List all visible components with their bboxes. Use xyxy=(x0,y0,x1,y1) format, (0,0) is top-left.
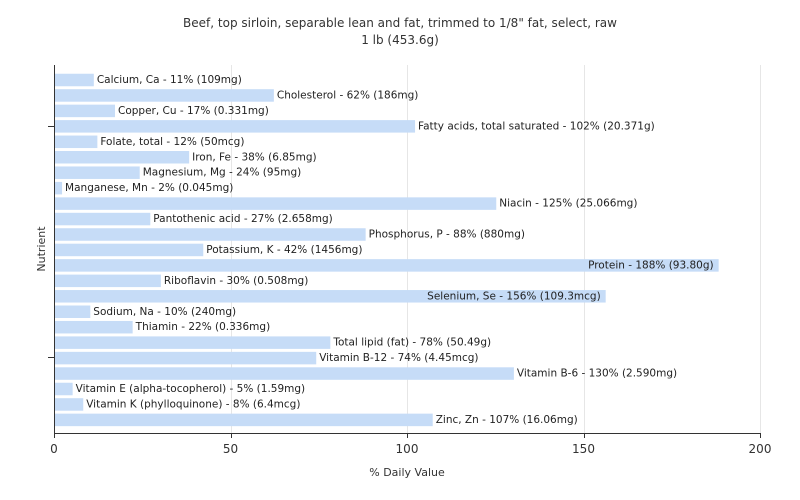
x-tick-label: 50 xyxy=(223,442,238,456)
bar xyxy=(55,151,190,164)
y-axis-title: Nutrient xyxy=(35,226,48,272)
x-tick-label: 0 xyxy=(50,442,58,456)
bar-data-label: Thiamin - 22% (0.336mg) xyxy=(135,321,271,333)
bar-data-label: Cholesterol - 62% (186mg) xyxy=(277,89,419,101)
bars xyxy=(55,73,719,427)
bar xyxy=(55,212,151,226)
y-axis-ticks xyxy=(48,126,54,358)
bar xyxy=(55,413,433,427)
bar-data-label: Manganese, Mn - 2% (0.045mg) xyxy=(65,182,233,194)
bar-data-label: Vitamin K (phylloquinone) - 8% (6.4mcg) xyxy=(86,398,300,410)
bar xyxy=(55,120,416,133)
x-axis-ticks: 0 50 100 150 200 xyxy=(50,433,771,456)
x-tick-label: 200 xyxy=(749,442,772,456)
x-tick-label: 100 xyxy=(396,442,419,456)
bar xyxy=(55,259,719,272)
bar-data-label: Potassium, K - 42% (1456mg) xyxy=(206,244,362,256)
bar-data-label: Selenium, Se - 156% (109.3mcg) xyxy=(427,290,601,302)
bar-data-label: Protein - 188% (93.80g) xyxy=(588,259,714,271)
bar xyxy=(55,320,133,334)
bar xyxy=(55,398,84,411)
chart-title: Beef, top sirloin, separable lean and fa… xyxy=(183,16,617,30)
bar xyxy=(55,135,98,149)
chart-subtitle: 1 lb (453.6g) xyxy=(361,33,439,47)
bar xyxy=(55,290,606,303)
bar-data-label: Niacin - 125% (25.066mg) xyxy=(499,198,637,210)
bar-data-label: Sodium, Na - 10% (240mg) xyxy=(93,306,236,318)
bar-data-label: Total lipid (fat) - 78% (50.49g) xyxy=(332,337,491,349)
bar-data-label: Vitamin B-6 - 130% (2.590mg) xyxy=(517,368,677,380)
bar xyxy=(55,274,161,288)
bar xyxy=(55,336,331,349)
bar xyxy=(55,228,366,241)
bar-data-label: Phosphorus, P - 88% (880mg) xyxy=(369,229,525,241)
bar-data-label: Folate, total - 12% (50mcg) xyxy=(100,136,244,148)
bar xyxy=(55,351,317,365)
bar xyxy=(55,89,274,102)
bar-data-label: Fatty acids, total saturated - 102% (20.… xyxy=(418,120,655,132)
bar xyxy=(55,243,204,257)
bar-data-label: Zinc, Zn - 107% (16.06mg) xyxy=(436,414,578,426)
bar-data-label: Vitamin B-12 - 74% (4.45mcg) xyxy=(319,352,478,364)
bar xyxy=(55,181,63,195)
x-axis-title: % Daily Value xyxy=(369,466,445,479)
bar xyxy=(55,73,94,87)
bar xyxy=(55,197,497,210)
bar xyxy=(55,367,514,380)
bar-labels: Calcium, Ca - 11% (109mg) Cholesterol - 6… xyxy=(65,74,714,426)
bar-data-label: Pantothenic acid - 27% (2.658mg) xyxy=(153,213,332,225)
bar xyxy=(55,382,73,396)
bar xyxy=(55,305,91,318)
bar-data-label: Riboflavin - 30% (0.508mg) xyxy=(164,275,308,287)
bar-data-label: Calcium, Ca - 11% (109mg) xyxy=(97,74,242,86)
x-tick-label: 150 xyxy=(572,442,595,456)
bar-data-label: Vitamin E (alpha-tocopherol) - 5% (1.59m… xyxy=(76,383,306,395)
bar xyxy=(55,104,116,118)
bar xyxy=(55,166,140,179)
bar-data-label: Magnesium, Mg - 24% (95mg) xyxy=(143,167,302,179)
bar-data-label: Iron, Fe - 38% (6.85mg) xyxy=(192,151,316,163)
bar-data-label: Copper, Cu - 17% (0.331mg) xyxy=(118,105,269,117)
